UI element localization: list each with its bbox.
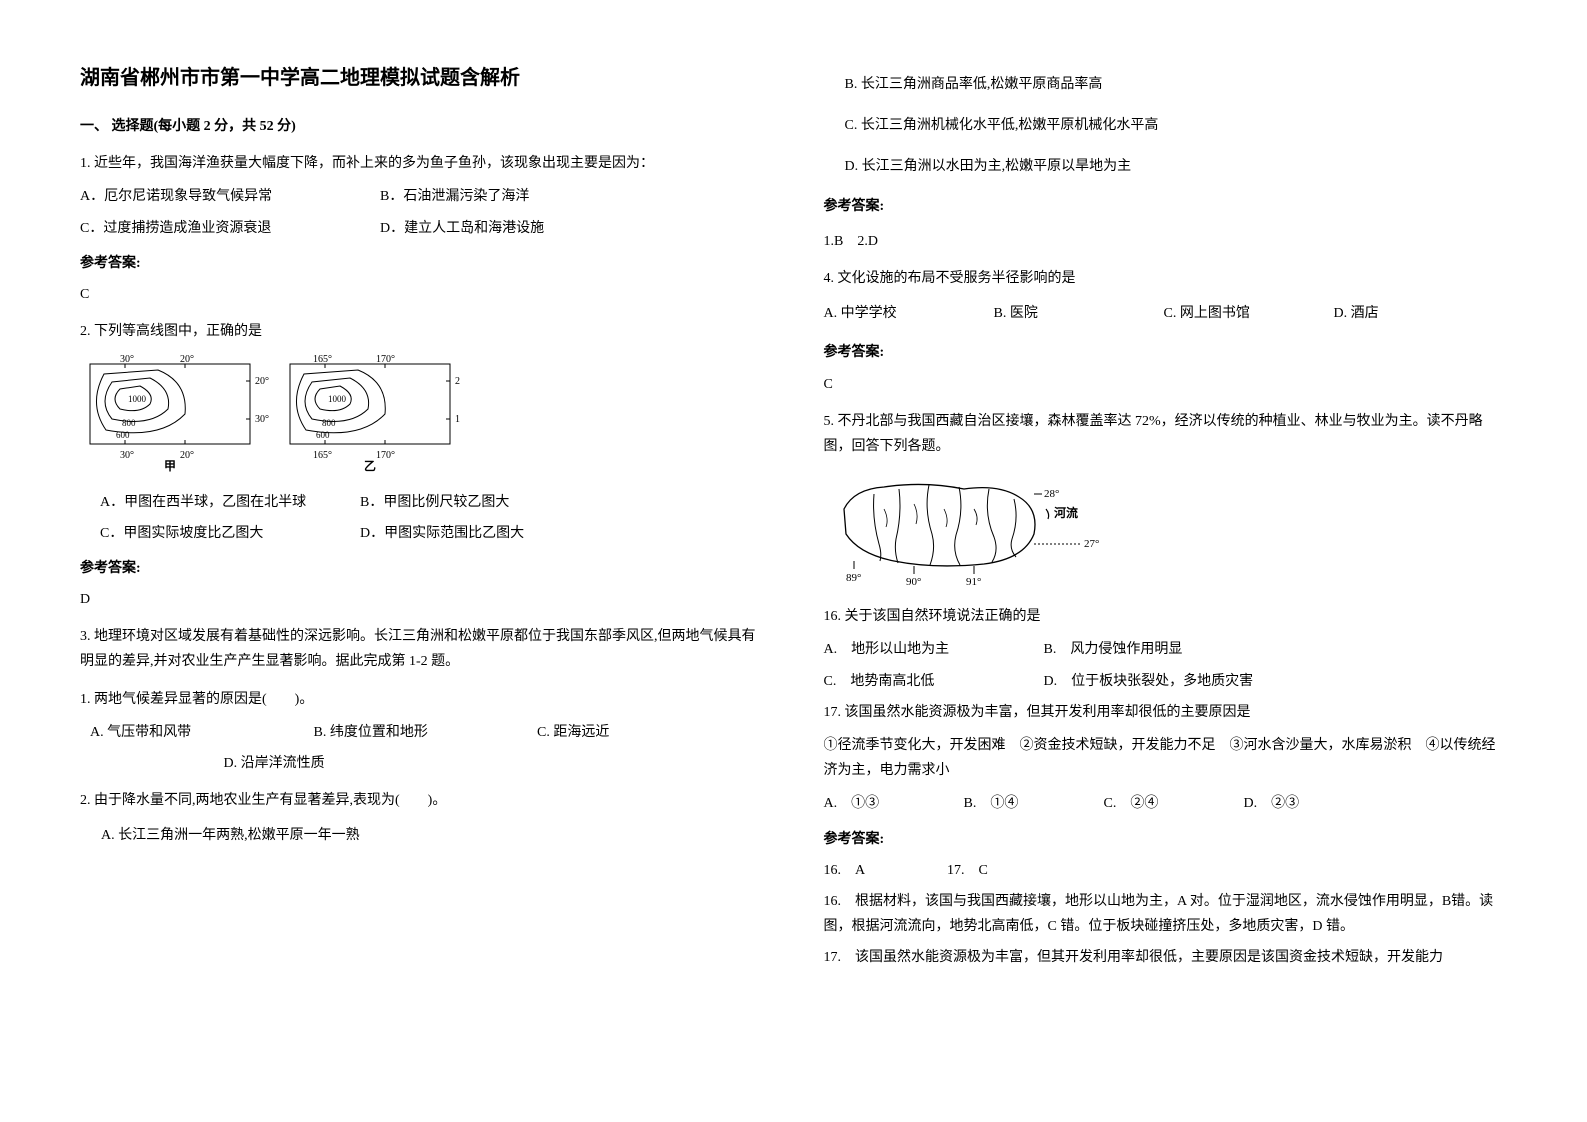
q3-sub1-d: D. 沿岸洋流性质: [224, 751, 325, 776]
left-column: 湖南省郴州市市第一中学高二地理模拟试题含解析 一、 选择题(每小题 2 分，共 …: [80, 60, 764, 983]
q3-sub2-a: A. 长江三角洲一年两熟,松嫩平原一年一熟: [80, 823, 764, 848]
q3-answer: 1.B 2.D: [824, 229, 1508, 254]
jia-lon-left: 30°: [120, 354, 134, 365]
q5-17-a: A. ①③: [824, 791, 924, 816]
jia-lat-top: 20°: [255, 376, 269, 387]
q5-sub17-line1: ①径流季节变化大，开发困难 ②资金技术短缺，开发能力不足 ③河水含沙量大，水库易…: [824, 733, 1508, 783]
q5-16-d: D. 位于板块张裂处，多地质灾害: [1044, 669, 1254, 694]
contour-map-svg: 30° 20° 20° 30° 1000 800: [80, 354, 460, 474]
jia-lon-right2: 20°: [180, 450, 194, 461]
q1-option-b: B．石油泄漏污染了海洋: [380, 184, 529, 209]
yi-lat-bot: 15°: [455, 414, 460, 425]
question-4: 4. 文化设施的布局不受服务半径影响的是 A. 中学学校 B. 医院 C. 网上…: [824, 266, 1508, 397]
q5-16-c: C. 地势南高北低: [824, 669, 1004, 694]
map-lat-27: 27°: [1084, 538, 1099, 550]
q3-sub1-b: B. 纬度位置和地形: [314, 720, 494, 745]
q3-intro: 3. 地理环境对区域发展有着基础性的深远影响。长江三角洲和松嫩平原都位于我国东部…: [80, 624, 764, 674]
jia-lat-bot: 30°: [255, 414, 269, 425]
q3-sub2-b: B. 长江三角洲商品率低,松嫩平原商品率高: [824, 72, 1508, 97]
q2-option-b: B．甲图比例尺较乙图大: [360, 490, 509, 515]
q5-sub16-text: 16. 关于该国自然环境说法正确的是: [824, 604, 1508, 629]
q3-sub2-d: D. 长江三角洲以水田为主,松嫩平原以旱地为主: [824, 154, 1508, 179]
q5-16-a: A. 地形以山地为主: [824, 637, 1004, 662]
map-lon-90: 90°: [906, 576, 921, 588]
page-title: 湖南省郴州市市第一中学高二地理模拟试题含解析: [80, 60, 764, 96]
q5-exp-17: 17. 该国虽然水能资源极为丰富，但其开发利用率却很低，主要原因是该国资金技术短…: [824, 945, 1508, 970]
question-3: 3. 地理环境对区域发展有着基础性的深远影响。长江三角洲和松嫩平原都位于我国东部…: [80, 624, 764, 848]
map-river-label: 河流: [1053, 505, 1078, 520]
yi-label: 乙: [364, 459, 376, 473]
yi-val-1000: 1000: [328, 394, 347, 404]
question-2: 2. 下列等高线图中，正确的是 30° 20° 20° 30°: [80, 319, 764, 612]
q3-sub2-text: 2. 由于降水量不同,两地农业生产有显著差异,表现为( )。: [80, 788, 764, 813]
q4-option-b: B. 医院: [994, 301, 1134, 326]
jia-val-800: 800: [122, 418, 136, 428]
q1-answer-label: 参考答案:: [80, 251, 764, 276]
q1-text: 1. 近些年，我国海洋渔获量大幅度下降，而补上来的多为鱼子鱼孙，该现象出现主要是…: [80, 151, 764, 176]
q4-option-d: D. 酒店: [1334, 301, 1474, 326]
bhutan-map-container: 28° 27° 89° 90° 91° 河流: [824, 469, 1508, 598]
q3-answer-label: 参考答案:: [824, 194, 1508, 219]
jia-label: 甲: [164, 459, 176, 473]
q3-sub1-c: C. 距海远近: [537, 720, 609, 745]
q1-answer: C: [80, 282, 764, 307]
q2-option-a: A．甲图在西半球，乙图在北半球: [100, 490, 320, 515]
q5-answer-16: 16. A: [824, 858, 944, 883]
jia-lon-right: 20°: [180, 354, 194, 365]
q4-text: 4. 文化设施的布局不受服务半径影响的是: [824, 266, 1508, 291]
q5-answer-label: 参考答案:: [824, 827, 1508, 852]
contour-map-container: 30° 20° 20° 30° 1000 800: [80, 354, 764, 483]
q1-option-c: C．过度捕捞造成渔业资源衰退: [80, 216, 340, 241]
q4-option-a: A. 中学学校: [824, 301, 964, 326]
question-1: 1. 近些年，我国海洋渔获量大幅度下降，而补上来的多为鱼子鱼孙，该现象出现主要是…: [80, 151, 764, 307]
right-column: B. 长江三角洲商品率低,松嫩平原商品率高 C. 长江三角洲机械化水平低,松嫩平…: [824, 60, 1508, 983]
q5-17-c: C. ②④: [1104, 791, 1204, 816]
q3-sub1-text: 1. 两地气候差异显著的原因是( )。: [80, 687, 764, 712]
q5-17-d: D. ②③: [1244, 791, 1344, 816]
yi-val-800: 800: [322, 418, 336, 428]
q4-answer: C: [824, 372, 1508, 397]
q4-answer-label: 参考答案:: [824, 340, 1508, 365]
q2-option-d: D．甲图实际范围比乙图大: [360, 521, 524, 546]
map-lon-91: 91°: [966, 576, 981, 588]
q3-sub2-c: C. 长江三角洲机械化水平低,松嫩平原机械化水平高: [824, 113, 1508, 138]
q5-exp-16: 16. 根据材料，该国与我国西藏接壤，地形以山地为主，A 对。位于湿润地区，流水…: [824, 889, 1508, 939]
yi-lat-top: 20°: [455, 376, 460, 387]
q5-answer-17: 17. C: [947, 863, 988, 878]
q5-17-b: B. ①④: [964, 791, 1064, 816]
yi-lon-right2: 170°: [376, 450, 395, 461]
yi-lon-right: 170°: [376, 354, 395, 365]
question-3-cont: B. 长江三角洲商品率低,松嫩平原商品率高 C. 长江三角洲机械化水平低,松嫩平…: [824, 72, 1508, 254]
q5-intro: 5. 不丹北部与我国西藏自治区接壤，森林覆盖率达 72%，经济以传统的种植业、林…: [824, 409, 1508, 459]
q2-text: 2. 下列等高线图中，正确的是: [80, 319, 764, 344]
q4-option-c: C. 网上图书馆: [1164, 301, 1304, 326]
q1-option-a: A．厄尔尼诺现象导致气候异常: [80, 184, 340, 209]
question-5: 5. 不丹北部与我国西藏自治区接壤，森林覆盖率达 72%，经济以传统的种植业、林…: [824, 409, 1508, 971]
q2-option-c: C．甲图实际坡度比乙图大: [100, 521, 320, 546]
q2-answer: D: [80, 587, 764, 612]
yi-lon-left: 165°: [313, 354, 332, 365]
q5-16-b: B. 风力侵蚀作用明显: [1044, 637, 1183, 662]
jia-val-1000: 1000: [128, 394, 147, 404]
map-lat-28: 28°: [1044, 488, 1059, 500]
q1-option-d: D．建立人工岛和海港设施: [380, 216, 544, 241]
bhutan-map-svg: 28° 27° 89° 90° 91° 河流: [824, 469, 1104, 589]
q5-sub17-text: 17. 该国虽然水能资源极为丰富，但其开发利用率却很低的主要原因是: [824, 700, 1508, 725]
yi-lon-left2: 165°: [313, 450, 332, 461]
map-lon-89: 89°: [846, 572, 861, 584]
q3-sub1-a: A. 气压带和风带: [90, 720, 270, 745]
section-header: 一、 选择题(每小题 2 分，共 52 分): [80, 114, 764, 139]
jia-val-600: 600: [116, 430, 130, 440]
jia-lon-left2: 30°: [120, 450, 134, 461]
q2-answer-label: 参考答案:: [80, 556, 764, 581]
yi-val-600: 600: [316, 430, 330, 440]
